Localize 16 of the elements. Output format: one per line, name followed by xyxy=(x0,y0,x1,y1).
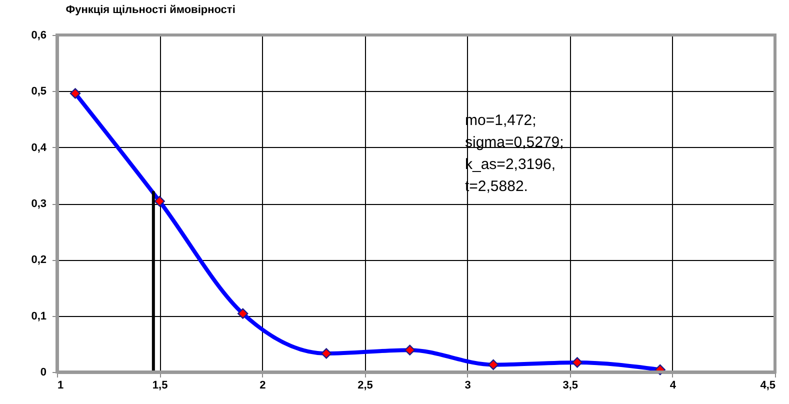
x-tick-label: 4,5 xyxy=(760,380,776,392)
y-tick-label: 0,6 xyxy=(31,30,46,42)
y-tick-label: 0,4 xyxy=(31,142,48,154)
y-tick-label: 0,1 xyxy=(31,310,46,322)
x-tick-label: 2,5 xyxy=(358,380,373,392)
y-tick-label: 0,5 xyxy=(31,86,46,98)
x-tick-label: 1,5 xyxy=(152,380,168,392)
y-tick-label: 0 xyxy=(40,366,46,378)
x-tick-label: 3 xyxy=(464,380,471,392)
x-tick-label: 1 xyxy=(58,380,64,392)
y-tick-label: 0,3 xyxy=(31,198,46,210)
x-tick-label: 4 xyxy=(670,380,677,392)
x-tick-label: 3,5 xyxy=(562,380,578,392)
chart-title: Функція щільності ймовірності xyxy=(66,4,236,16)
x-tick-label: 2 xyxy=(260,380,266,392)
y-tick-label: 0,2 xyxy=(31,254,46,266)
